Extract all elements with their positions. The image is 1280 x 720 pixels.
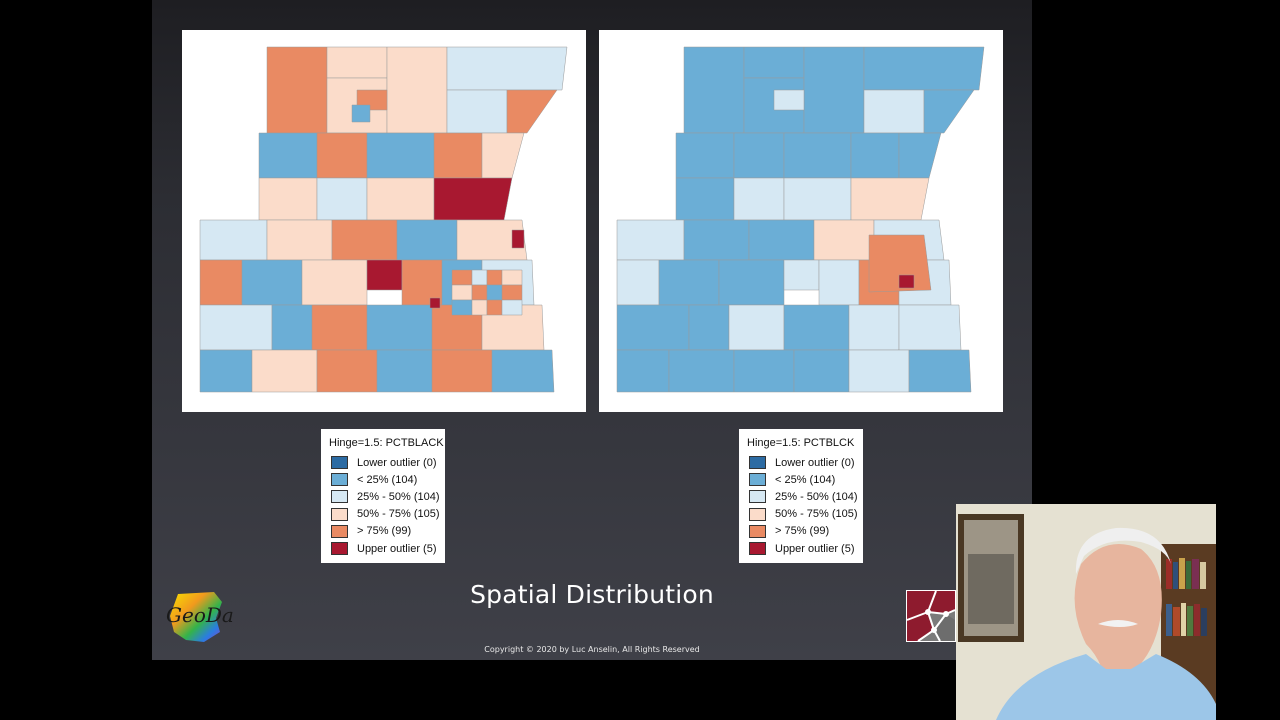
legend-label: > 75% (99) xyxy=(775,525,830,538)
legend-swatch xyxy=(749,456,766,470)
legend-item: Lower outlier (0) xyxy=(747,454,855,471)
map-pctblack xyxy=(182,30,586,412)
legend-swatch xyxy=(749,507,766,521)
legend-item: Upper outlier (5) xyxy=(747,540,855,557)
legend-swatch xyxy=(331,542,348,556)
legend-swatch xyxy=(331,524,348,538)
geoda-logo-text: GeoDa xyxy=(166,603,234,627)
legend-swatch xyxy=(331,456,348,470)
legend-label: > 75% (99) xyxy=(357,525,412,538)
legend-swatch xyxy=(749,542,766,556)
legend-item: 50% - 75% (105) xyxy=(747,506,858,523)
map-pctblck-canvas xyxy=(616,46,985,393)
copyright-text: Copyright © 2020 by Luc Anselin, All Rig… xyxy=(484,645,700,654)
legend-pctblck: Hinge=1.5: PCTBLCK Lower outlier (0) < 2… xyxy=(739,429,863,564)
legend-item: < 25% (104) xyxy=(329,471,437,488)
presenter-webcam xyxy=(956,504,1216,720)
legend-item: 50% - 75% (105) xyxy=(329,506,440,523)
legend-label: 25% - 50% (104) xyxy=(775,490,858,503)
spatial-logo-icon xyxy=(906,590,956,642)
legend-label: Upper outlier (5) xyxy=(775,542,855,555)
presenter-video-frame xyxy=(956,504,1216,720)
legend-item: < 25% (104) xyxy=(747,471,855,488)
map-pctblck xyxy=(599,30,1003,412)
slide: Hinge=1.5: PCTBLACK Lower outlier (0) < … xyxy=(152,0,1032,660)
legend-label: 25% - 50% (104) xyxy=(357,490,440,503)
legend-item: > 75% (99) xyxy=(329,523,437,540)
legend-swatch xyxy=(749,473,766,487)
legend-item: > 75% (99) xyxy=(747,523,855,540)
legend-item: Upper outlier (5) xyxy=(329,540,437,557)
legend-item: 25% - 50% (104) xyxy=(747,488,858,505)
legend-pctblack: Hinge=1.5: PCTBLACK Lower outlier (0) < … xyxy=(321,429,445,564)
legend-title: Hinge=1.5: PCTBLCK xyxy=(747,437,855,449)
legend-label: 50% - 75% (105) xyxy=(357,508,440,521)
legend-item: Lower outlier (0) xyxy=(329,454,437,471)
legend-label: < 25% (104) xyxy=(775,473,836,486)
geoda-logo: GeoDa xyxy=(166,592,234,642)
legend-item: 25% - 50% (104) xyxy=(329,488,440,505)
legend-swatch xyxy=(331,507,348,521)
legend-swatch xyxy=(749,490,766,504)
legend-label: < 25% (104) xyxy=(357,473,418,486)
legend-swatch xyxy=(749,524,766,538)
legend-label: Upper outlier (5) xyxy=(357,542,437,555)
legend-swatch xyxy=(331,490,348,504)
legend-label: Lower outlier (0) xyxy=(775,456,855,469)
legend-swatch xyxy=(331,473,348,487)
legend-title: Hinge=1.5: PCTBLACK xyxy=(329,437,444,449)
map-pctblack-canvas xyxy=(199,46,568,393)
legend-label: 50% - 75% (105) xyxy=(775,508,858,521)
slide-title: Spatial Distribution xyxy=(470,580,714,609)
legend-label: Lower outlier (0) xyxy=(357,456,437,469)
